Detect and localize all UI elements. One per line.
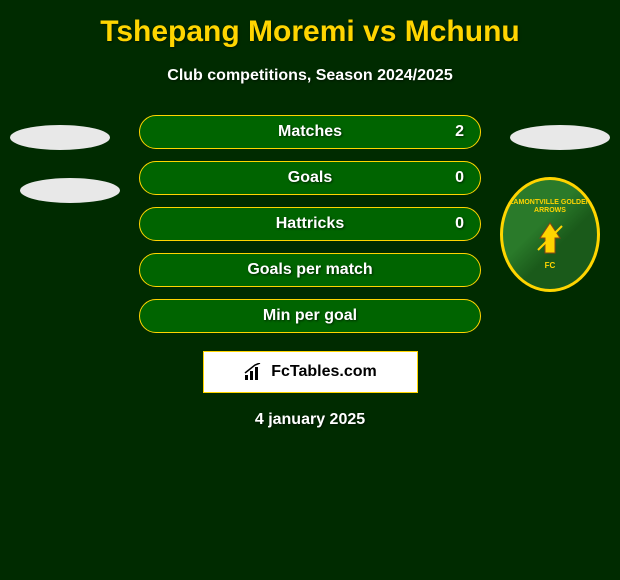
badge-bottom-text: FC — [545, 261, 556, 270]
stat-label: Goals per match — [247, 261, 372, 279]
page-title: Tshepang Moremi vs Mchunu — [0, 0, 620, 49]
branding-box: FcTables.com — [203, 351, 418, 393]
stat-bar-hattricks: Hattricks 0 — [139, 207, 481, 241]
stat-value: 0 — [455, 215, 464, 233]
stat-bar-min-per-goal: Min per goal — [139, 299, 481, 333]
player1-logo-placeholder-2 — [20, 178, 120, 203]
stat-bar-matches: Matches 2 — [139, 115, 481, 149]
player2-logo-placeholder-1 — [510, 125, 610, 150]
stat-value: 0 — [455, 169, 464, 187]
branding-text: FcTables.com — [271, 363, 377, 381]
branding-chart-icon — [243, 363, 265, 381]
badge-arrow-icon — [530, 218, 570, 258]
badge-top-text: LAMONTVILLE GOLDEN ARROWS — [503, 199, 597, 214]
stat-label: Hattricks — [276, 215, 344, 233]
stat-bar-goals: Goals 0 — [139, 161, 481, 195]
footer-date: 4 january 2025 — [0, 411, 620, 429]
page-subtitle: Club competitions, Season 2024/2025 — [0, 67, 620, 85]
stat-bar-goals-per-match: Goals per match — [139, 253, 481, 287]
stat-label: Matches — [278, 123, 342, 141]
stat-label: Goals — [288, 169, 332, 187]
stat-value: 2 — [455, 123, 464, 141]
player1-logo-placeholder-1 — [10, 125, 110, 150]
player2-club-badge: LAMONTVILLE GOLDEN ARROWS FC — [500, 177, 600, 292]
stat-label: Min per goal — [263, 307, 357, 325]
